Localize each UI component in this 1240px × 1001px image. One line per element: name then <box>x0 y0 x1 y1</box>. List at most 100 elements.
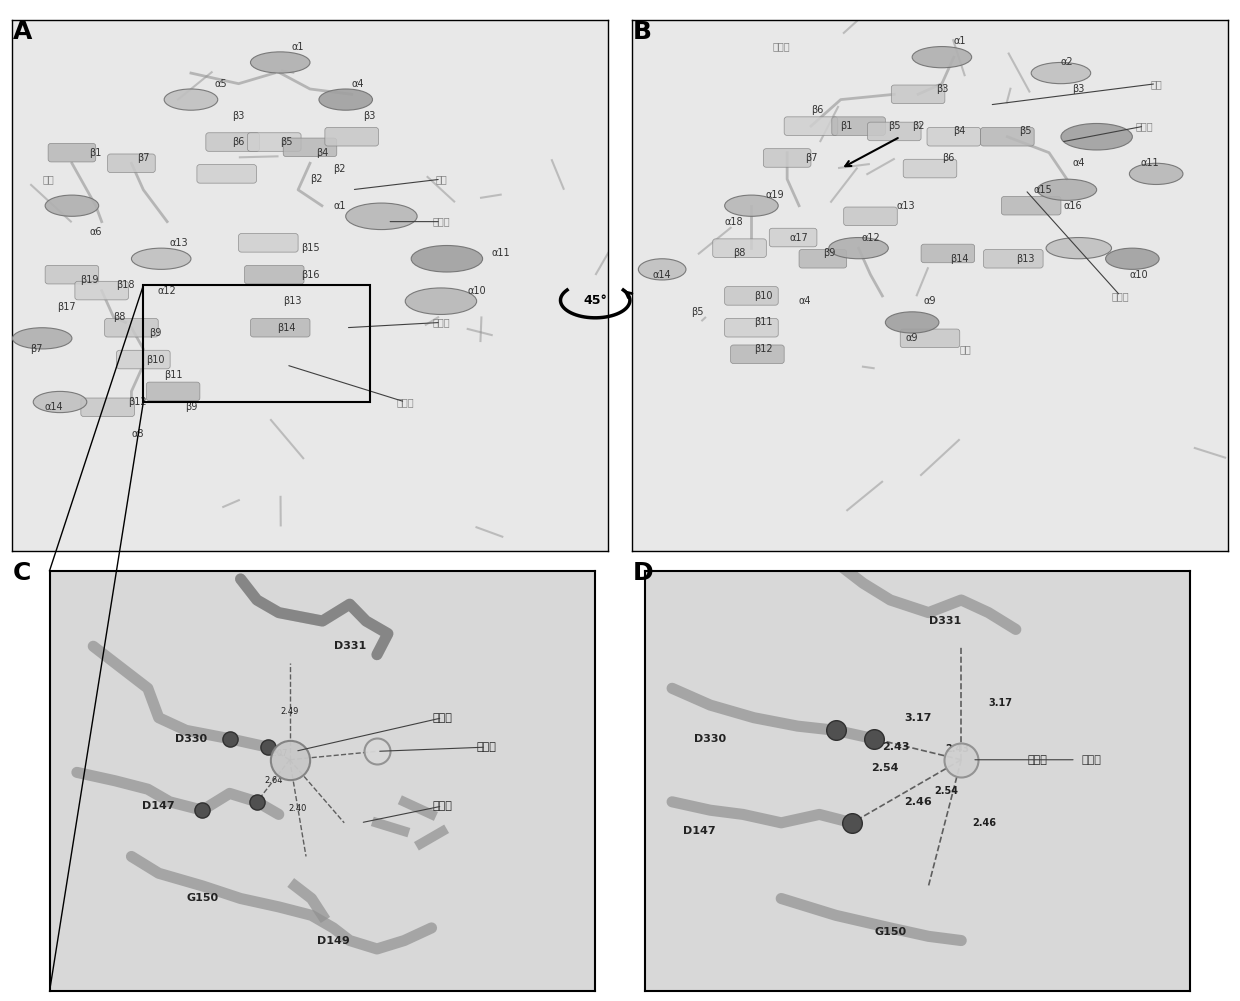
Text: α9: α9 <box>906 333 919 343</box>
FancyBboxPatch shape <box>104 318 159 337</box>
Text: 镇离子: 镇离子 <box>432 317 450 327</box>
FancyBboxPatch shape <box>764 149 811 167</box>
Text: β3: β3 <box>1073 84 1085 94</box>
FancyBboxPatch shape <box>928 127 981 146</box>
Text: α13: α13 <box>897 201 915 210</box>
Text: α1: α1 <box>334 201 346 210</box>
Text: β11: β11 <box>164 370 182 380</box>
Text: α10: α10 <box>467 285 486 295</box>
Text: β10: β10 <box>754 291 773 301</box>
Text: 镇离子: 镇离子 <box>433 713 453 723</box>
FancyBboxPatch shape <box>206 133 259 151</box>
Text: D: D <box>632 561 653 585</box>
Text: 3.17: 3.17 <box>988 698 1013 708</box>
Point <box>951 752 971 768</box>
Text: β3: β3 <box>936 84 949 94</box>
Text: β7: β7 <box>138 153 150 163</box>
Text: G150: G150 <box>874 927 906 937</box>
Text: α14: α14 <box>45 402 63 412</box>
Text: β5: β5 <box>280 137 293 147</box>
FancyBboxPatch shape <box>146 382 200 400</box>
Text: β7: β7 <box>30 344 42 354</box>
Point <box>864 731 884 747</box>
Text: α15: α15 <box>1034 185 1053 195</box>
FancyBboxPatch shape <box>843 207 898 225</box>
Text: α9: α9 <box>924 296 936 306</box>
FancyBboxPatch shape <box>903 159 957 178</box>
Point <box>219 731 239 747</box>
Text: β2: β2 <box>334 163 346 173</box>
Text: 水分子: 水分子 <box>1136 121 1153 131</box>
Text: β4: β4 <box>954 126 966 136</box>
Text: β14: β14 <box>951 254 968 263</box>
Text: α12: α12 <box>157 285 176 295</box>
Text: α18: α18 <box>724 216 743 226</box>
Text: 磷酸根: 磷酸根 <box>433 801 453 811</box>
Point <box>367 744 387 760</box>
Point <box>826 723 846 739</box>
FancyBboxPatch shape <box>117 350 170 368</box>
FancyBboxPatch shape <box>981 127 1034 146</box>
FancyBboxPatch shape <box>108 154 155 172</box>
Point <box>247 794 267 810</box>
Ellipse shape <box>885 312 939 333</box>
FancyBboxPatch shape <box>832 117 885 135</box>
Text: α4: α4 <box>1073 158 1085 168</box>
Text: 45°: 45° <box>583 294 608 306</box>
Ellipse shape <box>1106 248 1159 269</box>
Text: β9: β9 <box>822 248 835 258</box>
Ellipse shape <box>250 52 310 73</box>
FancyBboxPatch shape <box>238 233 298 252</box>
Text: 譜色: 譜色 <box>960 344 972 354</box>
Text: β6: β6 <box>941 153 954 163</box>
Text: α4: α4 <box>799 296 811 306</box>
Text: 水分子: 水分子 <box>476 742 496 752</box>
Ellipse shape <box>724 195 779 216</box>
Text: D149: D149 <box>317 936 350 946</box>
Ellipse shape <box>412 245 482 272</box>
Text: D330: D330 <box>694 734 727 744</box>
Text: 2.46: 2.46 <box>904 797 931 807</box>
FancyBboxPatch shape <box>900 329 960 347</box>
Text: 2.54: 2.54 <box>872 763 899 773</box>
Text: α4: α4 <box>351 79 363 89</box>
FancyBboxPatch shape <box>799 249 847 268</box>
Ellipse shape <box>45 195 99 216</box>
FancyBboxPatch shape <box>244 265 304 284</box>
Text: 2.43: 2.43 <box>882 742 909 752</box>
FancyBboxPatch shape <box>868 122 921 141</box>
Text: β3: β3 <box>232 110 244 120</box>
Text: β1: β1 <box>841 121 853 131</box>
Ellipse shape <box>1047 237 1111 259</box>
Text: β15: β15 <box>300 243 320 253</box>
Text: β16: β16 <box>301 269 319 279</box>
Text: β13: β13 <box>1016 254 1034 263</box>
Text: β4: β4 <box>316 148 329 157</box>
Ellipse shape <box>1037 179 1096 200</box>
Text: 2.40: 2.40 <box>289 804 308 813</box>
FancyBboxPatch shape <box>283 138 337 156</box>
Ellipse shape <box>164 89 218 110</box>
Text: α2: α2 <box>1060 57 1073 67</box>
FancyBboxPatch shape <box>250 318 310 337</box>
Text: D331: D331 <box>929 616 961 626</box>
Ellipse shape <box>12 327 72 349</box>
Text: α19: α19 <box>766 190 785 200</box>
FancyBboxPatch shape <box>713 239 766 257</box>
Text: 磷酸根: 磷酸根 <box>397 397 414 407</box>
Text: 磷酸根: 磷酸根 <box>1111 291 1130 301</box>
Text: β11: β11 <box>754 317 773 327</box>
Text: 镁离子: 镁离子 <box>1081 755 1101 765</box>
Text: D147: D147 <box>683 826 715 836</box>
Text: β2: β2 <box>310 174 322 184</box>
FancyBboxPatch shape <box>730 345 784 363</box>
Text: β5: β5 <box>692 307 704 316</box>
Text: 2.46: 2.46 <box>972 818 996 828</box>
FancyBboxPatch shape <box>724 286 779 305</box>
Text: 镇离子: 镇离子 <box>1028 755 1048 765</box>
Text: α13: α13 <box>170 238 188 248</box>
Text: 譜色: 譜色 <box>42 174 55 184</box>
Text: α17: α17 <box>790 232 808 242</box>
Text: α11: α11 <box>491 248 510 258</box>
Text: β17: β17 <box>57 301 76 311</box>
